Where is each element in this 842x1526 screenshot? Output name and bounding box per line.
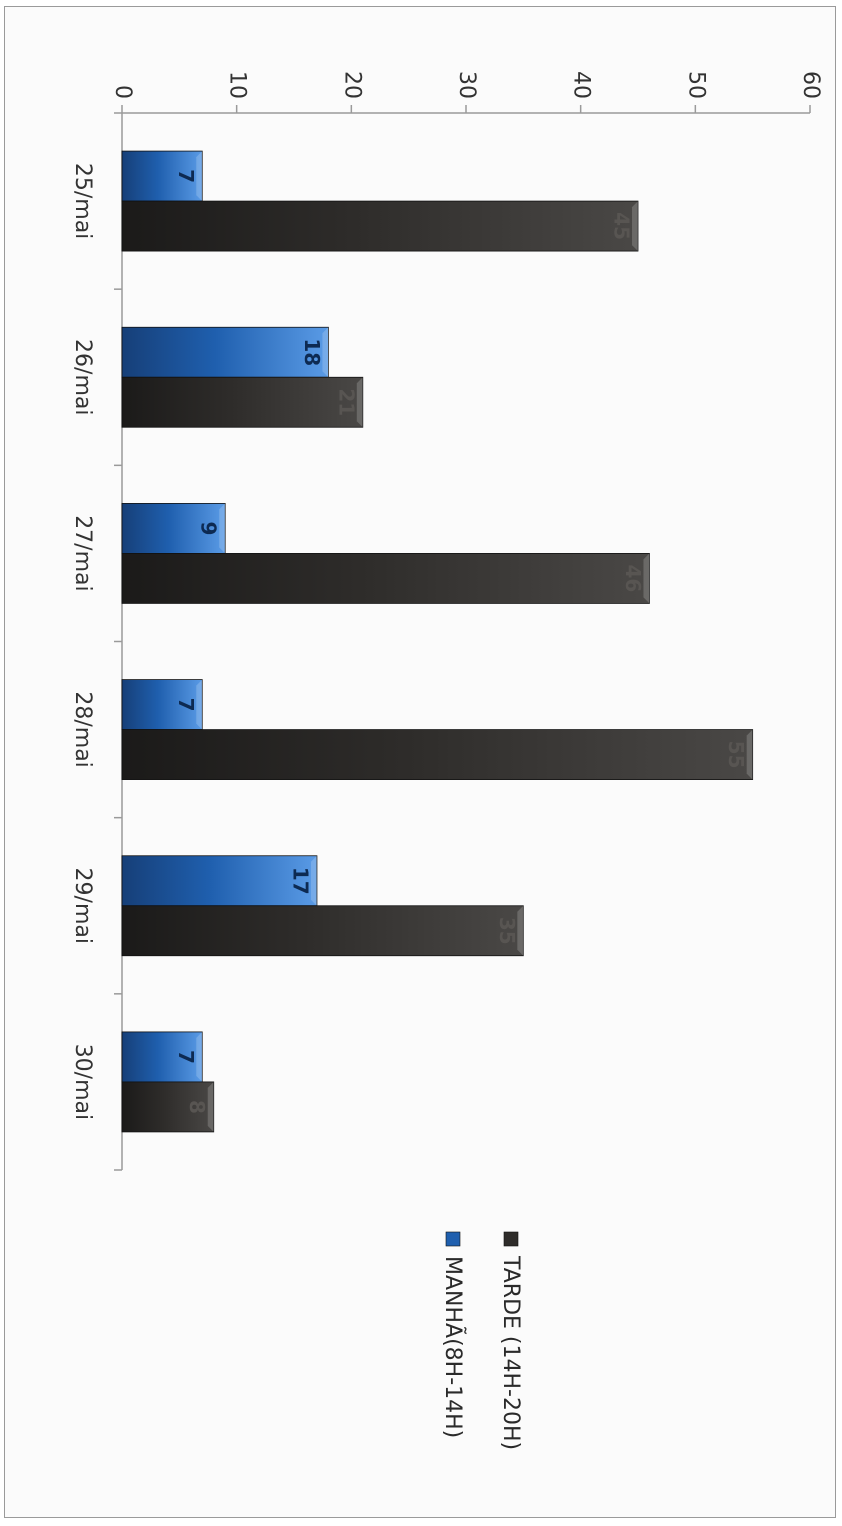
data-label: 35 <box>495 917 519 945</box>
bars <box>121 150 754 1133</box>
bar-bevel <box>322 327 329 378</box>
bar-bevel <box>196 151 203 202</box>
bar-manha <box>121 855 318 907</box>
data-label: 45 <box>610 212 634 240</box>
bar-bevel <box>219 503 226 554</box>
bar-tarde <box>121 729 754 780</box>
value-tick-label: 20 <box>339 71 364 99</box>
value-tick-label: 60 <box>798 71 823 99</box>
legend-swatch-manha <box>445 1231 461 1247</box>
bar-manha <box>121 326 329 378</box>
category-tick-label: 26/mai <box>70 339 95 415</box>
bar-bevel <box>207 1081 214 1132</box>
bar-tarde <box>121 1081 215 1133</box>
value-tick-label: 30 <box>454 71 479 99</box>
bar-bevel <box>746 729 753 780</box>
category-tick-label: 28/mai <box>70 691 95 767</box>
bar-bevel <box>517 905 524 956</box>
bar-tarde <box>121 553 650 604</box>
bar-tarde <box>121 200 639 252</box>
data-labels: 7 45 18 21 9 46 7 55 17 35 7 8 <box>174 169 748 1114</box>
bar-bevel <box>356 377 363 428</box>
bar-bevel <box>632 201 638 252</box>
category-tick-label: 29/mai <box>70 868 95 944</box>
data-label: 55 <box>724 741 748 769</box>
legend-swatch-tarde <box>503 1231 519 1247</box>
data-label: 7 <box>174 698 198 712</box>
rotated-plot: 0 10 20 30 40 50 60 25/mai 26/mai 27/mai 28/mai 29/… <box>70 71 823 1450</box>
legend: MANHÃ(8H-14H) TARDE (14H-20H) <box>440 1231 523 1450</box>
data-label: 21 <box>334 388 358 416</box>
bar-bevel <box>196 1031 203 1082</box>
data-label: 9 <box>197 521 221 535</box>
data-label: 7 <box>174 1050 198 1064</box>
bar-bevel <box>310 855 317 906</box>
data-label: 8 <box>185 1100 209 1114</box>
value-tick-label: 0 <box>110 85 135 99</box>
axes: 0 10 20 30 40 50 60 25/mai 26/mai 27/mai 28/mai 29/… <box>70 71 823 1171</box>
value-tick-label: 40 <box>569 71 594 99</box>
bar-bevel <box>643 553 650 604</box>
category-tick-label: 25/mai <box>70 163 95 239</box>
category-tick-label: 27/mai <box>70 515 95 591</box>
data-label: 17 <box>288 867 312 895</box>
value-tick-label: 10 <box>225 71 250 99</box>
category-tick-label: 30/mai <box>70 1044 95 1120</box>
value-tick-label: 50 <box>683 71 708 99</box>
bar-bevel <box>196 679 203 730</box>
data-label: 18 <box>300 338 324 366</box>
legend-label-tarde: TARDE (14H-20H) <box>498 1255 523 1450</box>
bar-tarde <box>121 905 524 957</box>
data-label: 7 <box>174 169 198 183</box>
data-label: 46 <box>621 564 645 592</box>
legend-label-manha: MANHÃ(8H-14H) <box>440 1256 467 1438</box>
bar-tarde <box>121 376 364 428</box>
